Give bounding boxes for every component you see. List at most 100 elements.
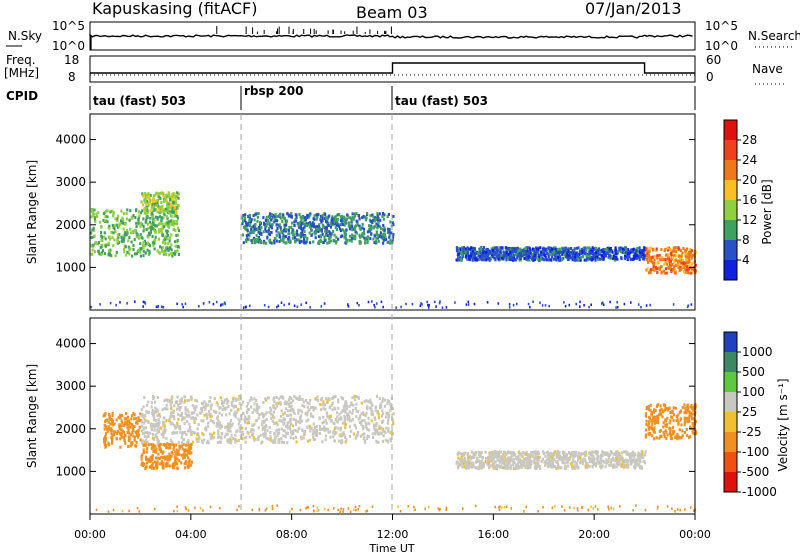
velocity-cell — [274, 438, 277, 442]
velocity-cell — [617, 453, 620, 456]
power-cell — [298, 233, 301, 237]
velocity-cell — [543, 460, 546, 464]
power-cell — [638, 246, 641, 250]
power-noise-cell — [208, 301, 211, 304]
power-cell — [268, 221, 271, 225]
velocity-cell — [152, 446, 155, 450]
velocity-cell — [193, 406, 196, 410]
velocity-cell — [241, 430, 244, 434]
velocity-cell — [340, 410, 343, 414]
velocity-cell — [132, 434, 135, 438]
velocity-cell — [382, 397, 385, 401]
power-cell — [177, 245, 180, 249]
power-cell — [107, 241, 110, 245]
power-cell — [265, 224, 268, 228]
power-cell — [459, 248, 462, 252]
velocity-cell — [156, 465, 159, 469]
velocity-cell — [241, 433, 244, 436]
velocity-cell — [505, 463, 508, 467]
velocity-cell — [561, 460, 564, 464]
power-cell — [142, 240, 145, 244]
velocity-cell — [280, 427, 283, 431]
velocity-cell — [506, 461, 509, 465]
velocity-cell — [129, 433, 132, 437]
velocity-cell — [561, 458, 565, 462]
velocity-cell — [176, 407, 179, 411]
power-cell — [324, 229, 327, 233]
velocity-cell — [523, 458, 526, 461]
velocity-cell — [150, 427, 153, 431]
power-cell — [472, 256, 475, 260]
velocity-cell — [378, 404, 382, 408]
velocity-cell — [246, 421, 249, 425]
velocity-cell — [371, 403, 374, 407]
power-cell — [245, 234, 248, 238]
velocity-cell — [179, 405, 182, 409]
power-cell — [388, 233, 391, 237]
power-cell — [120, 239, 123, 243]
velocity-cell — [389, 439, 393, 443]
velocity-cell — [125, 417, 128, 421]
velocity-cell — [143, 426, 146, 430]
power-cell — [673, 249, 676, 253]
power-cell — [120, 235, 123, 239]
velocity-cell — [156, 462, 159, 466]
power-cell — [694, 263, 697, 267]
power-cell — [638, 258, 641, 262]
velocity-cell — [120, 434, 123, 438]
velocity-cell — [144, 467, 147, 471]
velocity-cell — [345, 407, 348, 411]
power-cell — [639, 249, 642, 253]
velocity-cell — [366, 405, 369, 409]
power-cell — [157, 237, 160, 241]
velocity-cell — [170, 407, 173, 411]
power-cell — [664, 259, 667, 263]
power-cell — [348, 216, 351, 220]
velocity-cell — [166, 464, 169, 468]
velocity-cell — [377, 412, 380, 416]
power-cell — [364, 238, 367, 242]
velocity-cell — [253, 423, 256, 426]
velocity-cell — [143, 421, 146, 425]
velocity-cell — [148, 465, 151, 469]
power-cell — [289, 215, 292, 218]
velocity-cell — [229, 426, 232, 430]
velocity-cell — [194, 399, 197, 402]
power-cell — [133, 238, 136, 241]
power-cell — [573, 252, 576, 256]
velocity-cell — [255, 409, 258, 413]
velocity-cell — [497, 459, 500, 462]
power-cell — [125, 233, 128, 237]
power-cell — [166, 201, 169, 205]
velocity-cell — [187, 456, 190, 460]
velocity-cell — [126, 419, 129, 423]
power-cell — [287, 228, 290, 232]
velocity-cell — [509, 459, 512, 462]
power-cell — [590, 258, 593, 262]
velocity-cell — [268, 411, 271, 414]
power-cell — [300, 222, 303, 226]
velocity-cell — [457, 456, 460, 460]
velocity-cell — [270, 416, 273, 420]
power-cell — [91, 228, 94, 232]
velocity-cell — [160, 432, 163, 436]
velocity-cell — [153, 410, 156, 414]
velocity-cell — [165, 419, 168, 423]
power-cell — [600, 250, 604, 254]
velocity-cell — [611, 456, 615, 460]
velocity-cell — [371, 410, 374, 413]
velocity-cell — [144, 419, 147, 423]
velocity-cell — [314, 406, 317, 410]
velocity-cell — [292, 410, 295, 414]
power-cell — [293, 236, 297, 240]
velocity-cell — [234, 397, 237, 401]
velocity-cell — [290, 430, 293, 434]
velocity-cell — [584, 459, 587, 463]
power-cell — [257, 212, 260, 215]
power-cell — [645, 247, 648, 251]
power-cell — [552, 248, 555, 252]
power-cell — [512, 258, 515, 262]
power-cell — [379, 234, 382, 238]
power-cell — [689, 254, 692, 258]
velocity-cell — [122, 424, 125, 427]
